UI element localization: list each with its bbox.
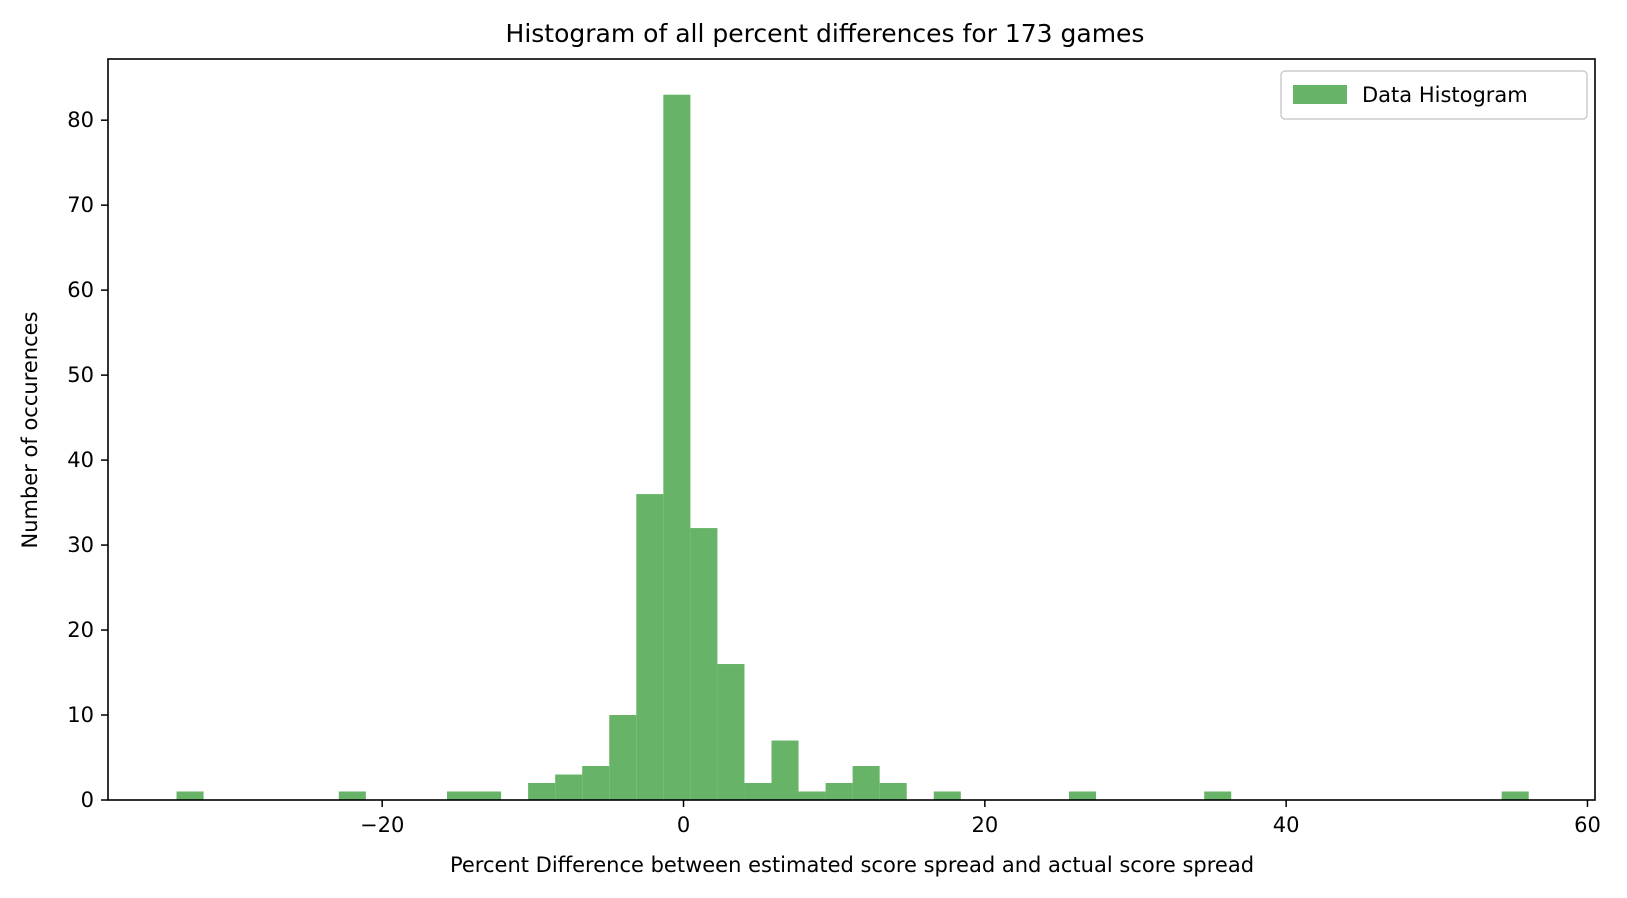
y-tick-label: 20 [67,618,94,642]
y-tick-label: 60 [67,278,94,302]
y-tick-label: 0 [81,788,94,812]
histogram-bar [176,791,204,800]
legend-label: Data Histogram [1362,83,1528,107]
legend: Data Histogram [1280,70,1588,120]
histogram-bar [771,740,799,800]
x-tick-label: 40 [1273,813,1300,837]
y-axis-label: Number of occurences [18,311,42,548]
y-tick-label: 40 [67,448,94,472]
histogram-bar [555,774,583,800]
y-tick-label: 70 [67,193,94,217]
histogram-bar [338,791,366,800]
histogram-bar [744,783,772,800]
histogram-bar [825,783,853,800]
legend-swatch [1293,85,1347,104]
histogram-bar [933,791,961,800]
histogram-bar [798,791,826,800]
histogram-bar [663,94,691,800]
bars-group [176,94,1529,800]
plot-frame [107,58,1596,801]
x-tick-label: −20 [360,813,404,837]
histogram-bar [879,783,907,800]
x-tick-label: 20 [971,813,998,837]
histogram-bar [690,528,718,800]
y-tick-label: 80 [67,108,94,132]
histogram-bar [717,664,745,800]
histogram-bar [528,783,556,800]
legend-box [1280,70,1588,120]
y-tick-label: 30 [67,533,94,557]
x-axis-label: Percent Difference between estimated sco… [450,853,1254,877]
chart-title: Histogram of all percent differences for… [506,19,1145,48]
histogram-bar [852,766,880,800]
x-tick-label: 0 [677,813,690,837]
x-axis-ticks: −20 0 20 40 60 [360,800,1601,837]
y-tick-label: 50 [67,363,94,387]
y-axis-ticks: 0 10 20 30 40 50 60 70 80 [67,108,108,812]
histogram-bar [582,766,610,800]
y-tick-label: 10 [67,703,94,727]
histogram-bar [474,791,502,800]
histogram-bar [1501,791,1529,800]
histogram-bar [446,791,475,800]
histogram-bar [1068,791,1097,800]
histogram-bar [1204,791,1232,800]
histogram-bar [636,494,664,800]
x-tick-label: 60 [1574,813,1601,837]
histogram-bar [609,715,637,800]
